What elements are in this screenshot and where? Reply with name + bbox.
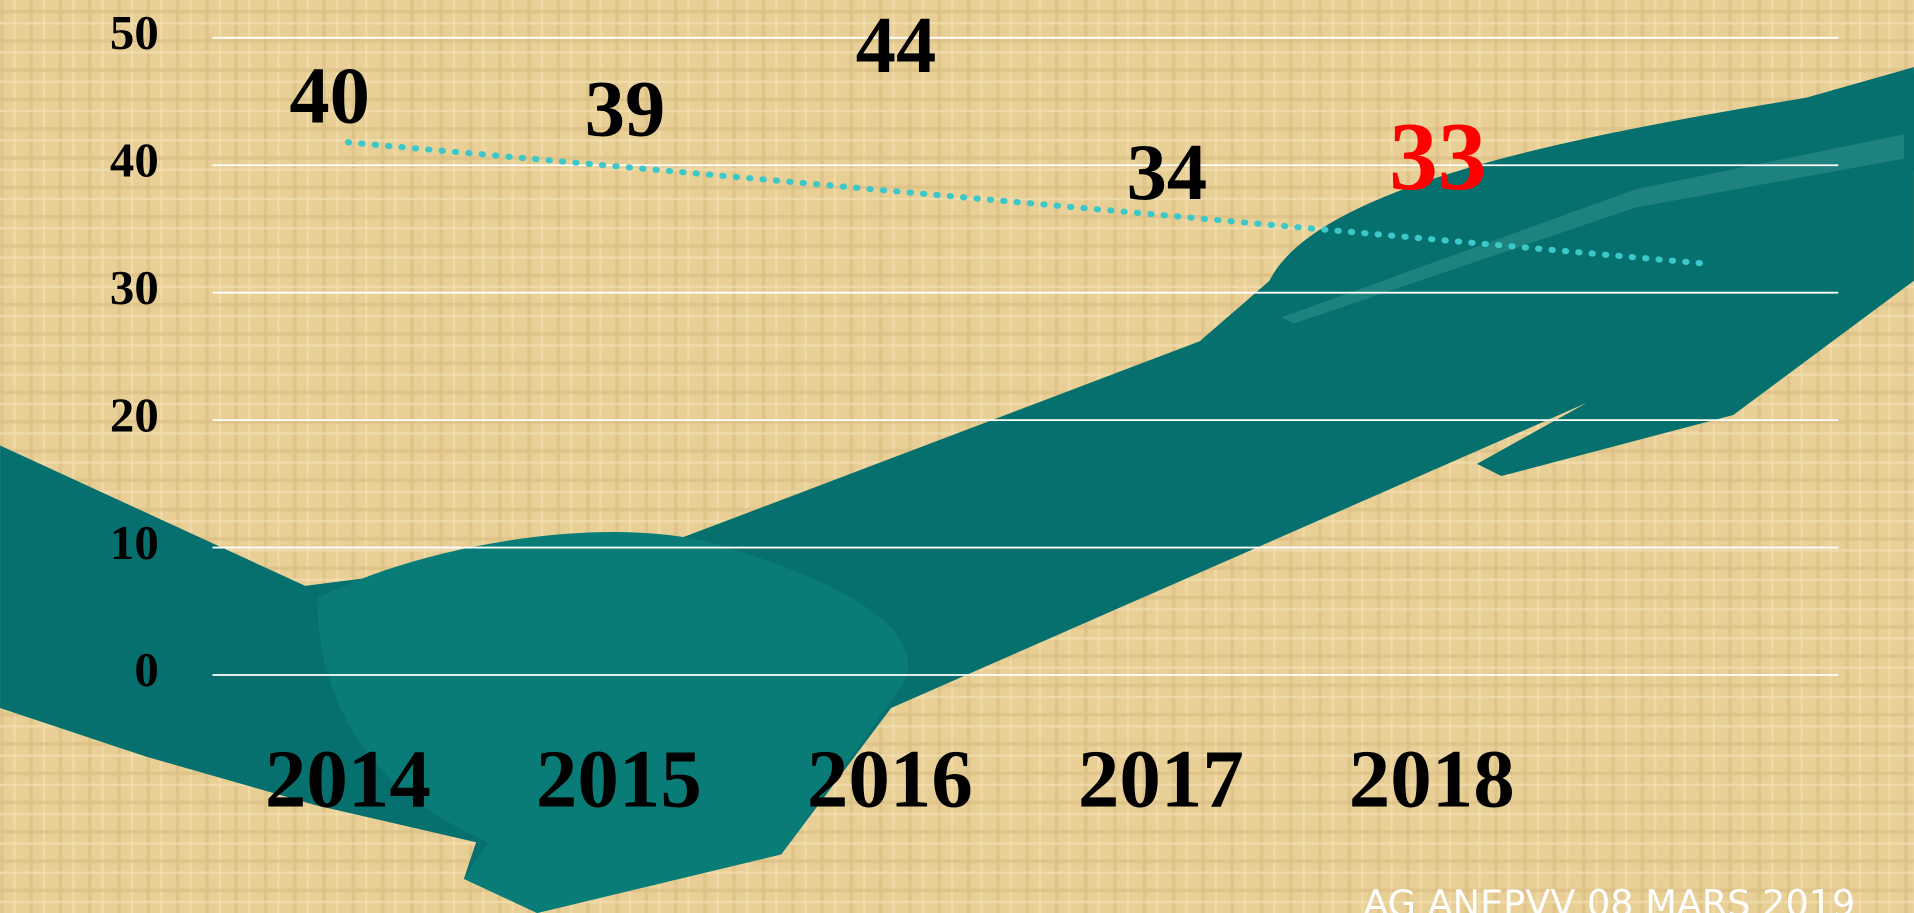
y-tick-label: 10 bbox=[110, 515, 159, 570]
page: {"chart_data": {"type": "line", "categor… bbox=[0, 0, 1914, 913]
y-tick-label: 30 bbox=[110, 260, 159, 315]
value-label: 40 bbox=[289, 52, 370, 141]
x-tick-label: 2018 bbox=[1349, 732, 1515, 824]
value-label: 39 bbox=[585, 64, 666, 153]
chart: 0 10 20 30 40 50 2014 2015 2016 2017 2018 40 39 44 34 3… bbox=[0, 0, 1914, 913]
x-tick-label: 2015 bbox=[536, 732, 702, 824]
value-label: 34 bbox=[1127, 128, 1208, 217]
y-tick-label: 0 bbox=[134, 642, 158, 697]
footer: AG ANEPVV 08 MARS 2019 bbox=[1363, 882, 1855, 913]
y-tick-label: 20 bbox=[110, 387, 159, 442]
x-tick-label: 2014 bbox=[265, 732, 431, 824]
x-tick-label: 2016 bbox=[807, 732, 973, 824]
value-label: 33 bbox=[1389, 103, 1487, 211]
value-label: 44 bbox=[856, 1, 937, 90]
y-tick-label: 50 bbox=[110, 5, 159, 60]
y-tick-label: 40 bbox=[110, 132, 159, 187]
x-tick-label: 2017 bbox=[1078, 732, 1244, 824]
